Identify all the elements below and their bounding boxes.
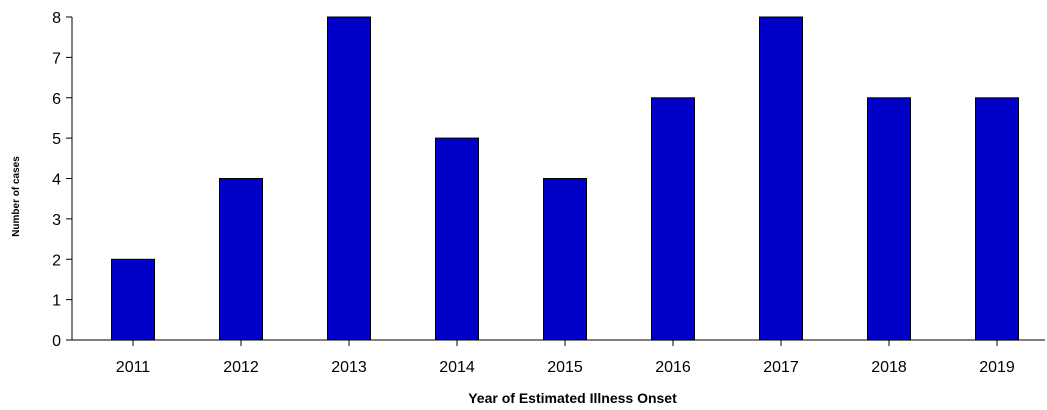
bar-2016 (651, 97, 695, 341)
y-tick-label: 2 (52, 252, 61, 269)
x-tick-label: 2011 (116, 359, 151, 376)
x-tick-label: 2019 (979, 359, 1015, 376)
x-tick-label: 2016 (655, 359, 691, 376)
y-tick-label: 3 (52, 212, 61, 229)
y-tick-label: 1 (52, 293, 61, 310)
bar-2018 (867, 97, 911, 341)
x-tick-label: 2015 (547, 359, 583, 376)
x-axis-title: Year of Estimated Illness Onset (468, 390, 677, 406)
bar-2013 (327, 16, 371, 341)
bar-2019 (975, 97, 1019, 341)
y-tick-label: 5 (52, 131, 61, 148)
y-tick-label: 6 (52, 91, 61, 108)
y-tick-label: 8 (52, 10, 61, 27)
x-tick-label: 2014 (439, 359, 475, 376)
bar-2017 (759, 16, 803, 341)
y-tick-label: 7 (52, 50, 61, 67)
bar-2011 (111, 258, 155, 341)
x-tick-label: 2018 (871, 359, 907, 376)
x-ticks: 2011 2012 2013 2014 2015 2016 2017 2018 2019 (116, 340, 1015, 376)
bars (111, 16, 1019, 341)
bar-2014 (435, 137, 479, 341)
x-tick-label: 2012 (223, 359, 259, 376)
y-axis-title: Number of cases (11, 156, 22, 237)
y-tick-label: 0 (52, 333, 61, 350)
x-tick-label: 2017 (763, 359, 799, 376)
bar-2012 (219, 178, 263, 341)
x-tick-label: 2013 (331, 359, 367, 376)
y-tick-label: 4 (52, 172, 61, 189)
y-ticks: 0 1 2 3 4 5 6 7 8 (52, 10, 72, 350)
bar-2015 (543, 178, 587, 341)
